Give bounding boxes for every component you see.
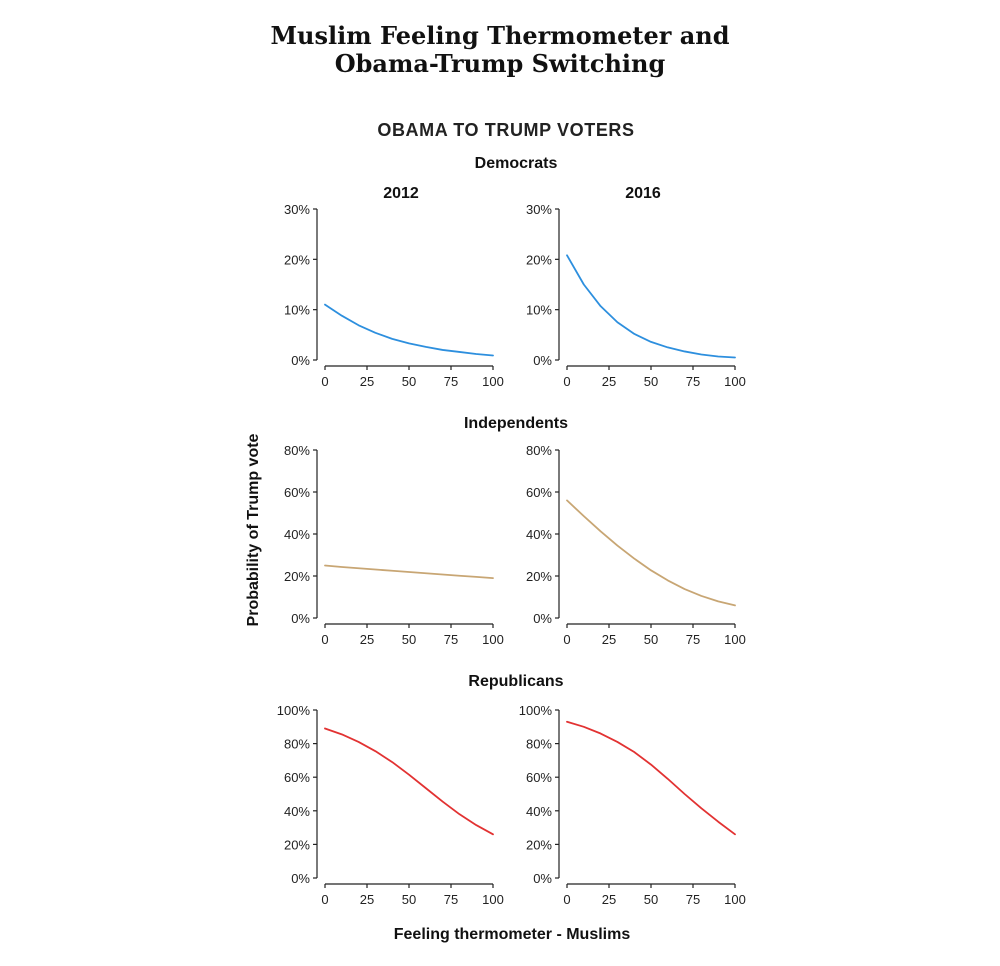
republicans-2012-x-tick-label: 100 — [482, 892, 504, 907]
republicans-2016-x-tick-label: 25 — [602, 892, 616, 907]
republicans-2016-y-tick-label: 0% — [533, 871, 552, 886]
democrats-2012-y-tick-label: 0% — [291, 353, 310, 368]
independents-2012-y-tick-label: 80% — [284, 443, 310, 458]
democrats-2016-y-tick-label: 10% — [526, 303, 552, 318]
republicans-2012-y-tick-label: 60% — [284, 770, 310, 785]
democrats-2016-x-tick-label: 0 — [563, 374, 570, 389]
x-axis-label: Feeling thermometer - Muslims — [394, 926, 631, 943]
independents-2012-x-tick-label: 75 — [444, 632, 458, 647]
democrats-2012-x-tick-label: 75 — [444, 374, 458, 389]
republicans-2016-y-tick-label: 20% — [526, 837, 552, 852]
group-label-republicans: Republicans — [468, 673, 563, 690]
republicans-2016-series-line — [566, 720, 736, 836]
democrats-2012-x-tick-label: 100 — [482, 374, 504, 389]
independents-2016-x-tick-label: 50 — [644, 632, 658, 647]
republicans-2016-x-tick-label: 50 — [644, 892, 658, 907]
chart-title-line-2: Obama-Trump Switching — [334, 49, 666, 78]
republicans-2016-x-tick-label: 75 — [686, 892, 700, 907]
republicans-2012-x-tick-label: 25 — [360, 892, 374, 907]
independents-2016-x-tick-label: 75 — [686, 632, 700, 647]
chart-title-line-1: Muslim Feeling Thermometer and — [270, 21, 730, 50]
section-title: OBAMA TO TRUMP VOTERS — [377, 120, 635, 140]
republicans-2012-y-tick-label: 100% — [277, 703, 311, 718]
y-axis-label: Probability of Trump vote — [245, 433, 262, 626]
independents-2016-x-tick-label: 0 — [563, 632, 570, 647]
republicans-2016-y-tick-label: 60% — [526, 770, 552, 785]
democrats-2016-x-tick-label: 50 — [644, 374, 658, 389]
republicans-2012-y-tick-label: 80% — [284, 737, 310, 752]
independents-2016-y-tick-label: 20% — [526, 569, 552, 584]
democrats-2012-y-tick-label: 20% — [284, 252, 310, 267]
independents-2016-x-tick-label: 25 — [602, 632, 616, 647]
republicans-2016-y-tick-label: 40% — [526, 804, 552, 819]
democrats-2016-y-tick-label: 0% — [533, 353, 552, 368]
independents-2012-x-tick-label: 50 — [402, 632, 416, 647]
democrats-2016-y-tick-label: 20% — [526, 252, 552, 267]
republicans-2012-series-line — [324, 727, 494, 836]
independents-2016-y-tick-label: 60% — [526, 485, 552, 500]
independents-2016-x-tick-label: 100 — [724, 632, 746, 647]
republicans-2012-y-tick-label: 0% — [291, 871, 310, 886]
democrats-2012-y-tick-label: 30% — [284, 202, 310, 217]
independents-2012-y-tick-label: 20% — [284, 569, 310, 584]
republicans-2012-y-tick-label: 20% — [284, 837, 310, 852]
independents-2012-x-tick-label: 100 — [482, 632, 504, 647]
column-title-2012: 2012 — [383, 185, 419, 202]
independents-2016-series-line — [566, 499, 736, 607]
republicans-2012-x-tick-label: 0 — [321, 892, 328, 907]
democrats-2012-x-tick-label: 25 — [360, 374, 374, 389]
independents-2016-y-tick-label: 40% — [526, 527, 552, 542]
independents-2012-y-tick-label: 60% — [284, 485, 310, 500]
republicans-2012-y-tick-label: 40% — [284, 804, 310, 819]
republicans-2012-x-tick-label: 50 — [402, 892, 416, 907]
independents-2012-y-tick-label: 0% — [291, 611, 310, 626]
independents-2012-y-tick-label: 40% — [284, 527, 310, 542]
democrats-2012-y-tick-label: 10% — [284, 303, 310, 318]
republicans-2016-y-tick-label: 100% — [519, 703, 553, 718]
republicans-2016-y-tick-label: 80% — [526, 737, 552, 752]
democrats-2012-series-line — [324, 303, 494, 357]
democrats-2016-series-line — [566, 254, 736, 359]
democrats-2012-x-tick-label: 50 — [402, 374, 416, 389]
group-label-independents: Independents — [464, 415, 568, 432]
chart-title: Muslim Feeling Thermometer and Obama-Tru… — [0, 22, 1000, 78]
democrats-2016-x-tick-label: 75 — [686, 374, 700, 389]
republicans-2012-x-tick-label: 75 — [444, 892, 458, 907]
group-label-democrats: Democrats — [475, 155, 558, 172]
democrats-2012-x-tick-label: 0 — [321, 374, 328, 389]
column-title-2016: 2016 — [625, 185, 661, 202]
independents-2012-x-tick-label: 0 — [321, 632, 328, 647]
democrats-2016-x-tick-label: 25 — [602, 374, 616, 389]
independents-2016-y-tick-label: 80% — [526, 443, 552, 458]
independents-2012-x-tick-label: 25 — [360, 632, 374, 647]
republicans-2016-x-tick-label: 100 — [724, 892, 746, 907]
democrats-2016-y-tick-label: 30% — [526, 202, 552, 217]
republicans-2016-x-tick-label: 0 — [563, 892, 570, 907]
independents-2012-series-line — [324, 564, 494, 579]
independents-2016-y-tick-label: 0% — [533, 611, 552, 626]
democrats-2016-x-tick-label: 100 — [724, 374, 746, 389]
